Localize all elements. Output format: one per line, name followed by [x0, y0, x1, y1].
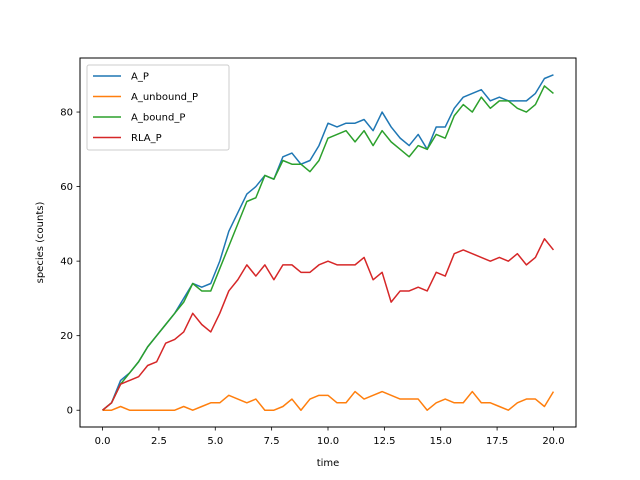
- series-layer: [102, 74, 555, 411]
- x-tick-label: 10.0: [317, 436, 339, 447]
- series-line-a-unbound-p: [102, 390, 555, 411]
- x-tick-label: 17.5: [486, 436, 508, 447]
- x-tick-label: 15.0: [430, 436, 452, 447]
- series-line-a-bound-p: [102, 85, 554, 411]
- x-tick-label: 0.0: [95, 436, 111, 447]
- legend-label-a-p: A_P: [131, 72, 149, 83]
- x-tick-label: 2.5: [151, 436, 167, 447]
- x-tick-label: 12.5: [373, 436, 395, 447]
- y-tick-label: 20: [60, 331, 73, 342]
- legend: A_P A_unbound_P A_bound_P RLA_P: [86, 64, 230, 151]
- x-tick-label: 5.0: [207, 436, 223, 447]
- legend-box: [86, 64, 230, 151]
- y-tick-label: 0: [67, 406, 73, 417]
- y-tick-label: 40: [60, 257, 73, 268]
- series-line-rla-p: [102, 238, 555, 411]
- y-axis: 0 20 40 60 80: [60, 108, 80, 417]
- x-tick-label: 7.5: [264, 436, 280, 447]
- legend-label-rla-p: RLA_P: [131, 133, 162, 144]
- x-tick-label: 20.0: [542, 436, 564, 447]
- y-axis-label: species (counts): [35, 202, 46, 284]
- x-axis-label: time: [317, 458, 340, 469]
- legend-label-a-unbound-p: A_unbound_P: [131, 92, 198, 103]
- y-tick-label: 60: [60, 182, 73, 193]
- legend-label-a-bound-p: A_bound_P: [131, 113, 185, 124]
- x-axis: 0.0 2.5 5.0 7.5 10.0 12.5 15.0 17.5 20.0: [95, 427, 565, 447]
- y-tick-label: 80: [60, 108, 73, 119]
- series-line-a-p: [102, 74, 554, 411]
